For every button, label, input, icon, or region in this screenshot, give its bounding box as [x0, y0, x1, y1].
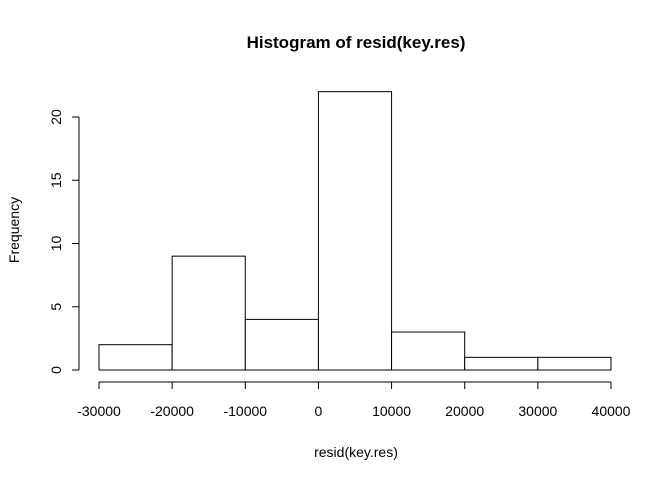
x-tick-label-5: 20000 — [445, 403, 484, 419]
y-axis-label: Frequency — [6, 197, 22, 263]
x-tick-label-4: 10000 — [372, 403, 411, 419]
histogram-bar-4 — [391, 331, 466, 371]
x-axis: -30000 -20000 -10000 0 10000 20000 30000 40000 — [77, 381, 631, 419]
y-tick-label-1: 5 — [48, 303, 64, 311]
y-tick-label-4: 20 — [48, 109, 64, 125]
chart-title: Histogram of resid(key.res) — [247, 33, 466, 52]
x-tick-label-6: 30000 — [518, 403, 557, 419]
x-tick-label-0: -30000 — [77, 403, 121, 419]
histogram-bar-0 — [98, 344, 173, 371]
histogram-bar-2 — [244, 318, 319, 371]
histogram-bars — [98, 91, 612, 371]
histogram-bar-3 — [317, 91, 393, 371]
x-axis-label: resid(key.res) — [314, 444, 398, 460]
y-tick-label-2: 10 — [48, 236, 64, 252]
x-tick-label-7: 40000 — [592, 403, 631, 419]
y-tick-label-0: 0 — [48, 366, 64, 374]
histogram-bar-1 — [171, 255, 246, 371]
y-axis: 0 5 10 15 20 — [48, 109, 80, 374]
x-tick-label-3: 0 — [315, 403, 323, 419]
x-tick-label-1: -20000 — [150, 403, 194, 419]
histogram-bar-6 — [537, 356, 612, 371]
histogram-bar-5 — [464, 356, 539, 371]
x-tick-label-2: -10000 — [223, 403, 267, 419]
y-tick-label-3: 15 — [48, 172, 64, 188]
